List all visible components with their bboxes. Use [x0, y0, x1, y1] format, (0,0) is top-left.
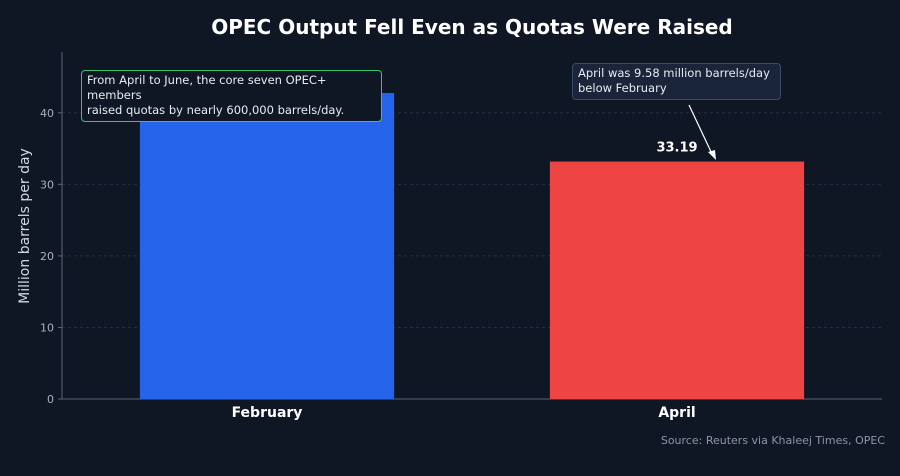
data-label: 33.19 — [656, 141, 697, 156]
annotation-difference: April was 9.58 million barrels/day below… — [572, 63, 781, 100]
y-tick-label: 40 — [40, 107, 54, 120]
annotation-arrow — [688, 104, 714, 157]
y-tick-label: 20 — [40, 250, 54, 263]
x-category-label: April — [658, 405, 695, 421]
bar-february — [139, 92, 395, 399]
chart-title: OPEC Output Fell Even as Quotas Were Rai… — [211, 15, 733, 39]
y-tick-label: 0 — [47, 393, 54, 406]
annotation-arrowhead — [708, 150, 716, 160]
annotation-quotas: From April to June, the core seven OPEC+… — [81, 70, 382, 122]
y-tick-label: 30 — [40, 178, 54, 191]
y-tick-label: 10 — [40, 321, 54, 334]
bar-april — [549, 161, 805, 399]
source-note: Source: Reuters via Khaleej Times, OPEC — [661, 434, 885, 447]
gridlines — [62, 112, 882, 328]
y-axis-label: Million barrels per day — [17, 148, 33, 304]
labels: February April 33.19 — [232, 141, 698, 421]
x-category-label: February — [232, 405, 303, 421]
bars — [139, 92, 805, 399]
